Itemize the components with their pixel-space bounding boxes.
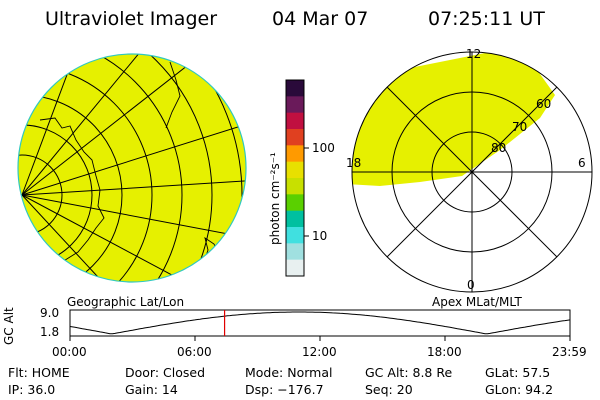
colorbar-segment [286, 112, 304, 130]
orbit-ymax-label: 9.0 [40, 306, 60, 320]
mlat-80-label: 80 [491, 141, 507, 155]
mlt-12-label: 12 [466, 47, 482, 61]
colorbar-unit-label: photon cm⁻²s⁻¹ [268, 152, 282, 245]
orbit-plot [69, 309, 571, 341]
mlt-6-label: 6 [578, 156, 586, 170]
status-glon: GLon: 94.2 [485, 382, 554, 397]
color-bar [286, 80, 304, 277]
colorbar-segment [286, 96, 304, 114]
status-door: Door: Closed [125, 365, 206, 380]
orbit-xtick-3: 18:00 [427, 345, 462, 359]
colorbar-tick-100: 100 [312, 141, 335, 155]
colorbar-segment [286, 80, 304, 97]
polar-panel-label: Apex MLat/MLT [432, 295, 522, 309]
orbit-xtick-1: 06:00 [177, 345, 212, 359]
mlt-18-label: 18 [346, 156, 362, 170]
colorbar-segment [286, 227, 304, 244]
orbit-ymin-label: 1.8 [40, 325, 60, 339]
mlt-0-label: 0 [467, 278, 475, 292]
status-gc-alt: GC Alt: 8.8 Re [365, 365, 453, 380]
status-glat: GLat: 57.5 [485, 365, 551, 380]
colorbar-segment [286, 194, 304, 212]
orbit-axis-label: GC Alt [2, 307, 16, 345]
status-seq: Seq: 20 [365, 382, 413, 397]
orbit-xtick-2: 12:00 [302, 345, 337, 359]
date-label: 04 Mar 07 [272, 8, 369, 30]
geo-panel-label: Geographic Lat/Lon [67, 295, 185, 309]
orbit-xtick-4: 23:59 [552, 345, 587, 359]
status-flt: Flt: HOME [8, 365, 70, 380]
geographic-image [18, 54, 246, 282]
colorbar-tick-10: 10 [312, 229, 328, 243]
polar-image [351, 51, 593, 293]
colorbar-segment [286, 129, 304, 146]
colorbar-segment [286, 210, 304, 228]
colorbar-segment [286, 161, 304, 179]
colorbar-segment [286, 259, 304, 277]
mlat-70-label: 70 [512, 120, 528, 134]
colorbar-segment [286, 178, 304, 195]
mlat-60-label: 60 [536, 97, 552, 111]
status-mode: Mode: Normal [245, 365, 333, 380]
time-label: 07:25:11 UT [428, 8, 545, 30]
colorbar-segment [286, 145, 304, 163]
status-dsp: Dsp: −176.7 [245, 382, 324, 397]
polar-emission-fill [352, 52, 555, 186]
orbit-xtick-0: 00:00 [52, 345, 87, 359]
status-gain: Gain: 14 [125, 382, 178, 397]
colorbar-segment [286, 243, 304, 261]
instrument-title: Ultraviolet Imager [45, 8, 218, 30]
status-ip: IP: 36.0 [8, 382, 56, 397]
